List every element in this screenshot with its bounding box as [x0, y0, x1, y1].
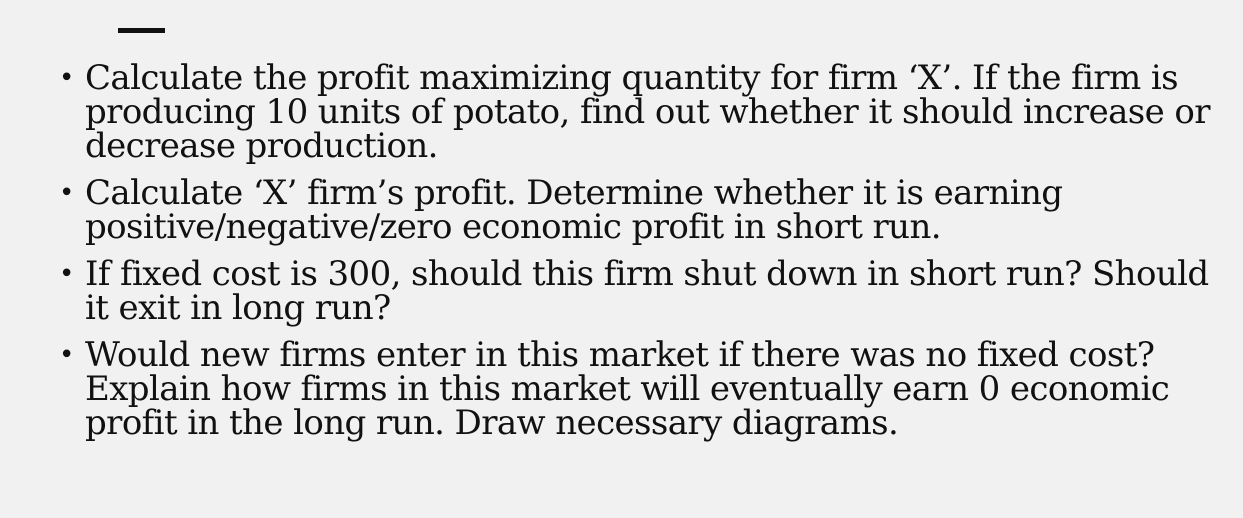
- list-item: • If fixed cost is 300, should this firm…: [58, 257, 1218, 325]
- bullet-icon: •: [59, 259, 74, 289]
- bullet-icon: •: [59, 178, 74, 208]
- title-accent-bar: [118, 28, 165, 33]
- bullet-text: Would new firms enter in this market if …: [85, 335, 1170, 443]
- list-item: • Calculate the profit maximizing quanti…: [58, 61, 1218, 163]
- list-item: • Calculate ‘X’ firm’s profit. Determine…: [58, 176, 1218, 244]
- list-item: • Would new firms enter in this market i…: [58, 338, 1218, 440]
- bullet-text: Calculate ‘X’ firm’s profit. Determine w…: [85, 173, 1063, 247]
- question-list: • Calculate the profit maximizing quanti…: [58, 61, 1218, 453]
- bullet-text: If fixed cost is 300, should this firm s…: [85, 254, 1209, 328]
- bullet-icon: •: [59, 63, 74, 93]
- bullet-icon: •: [59, 340, 74, 370]
- bullet-text: Calculate the profit maximizing quantity…: [85, 58, 1210, 166]
